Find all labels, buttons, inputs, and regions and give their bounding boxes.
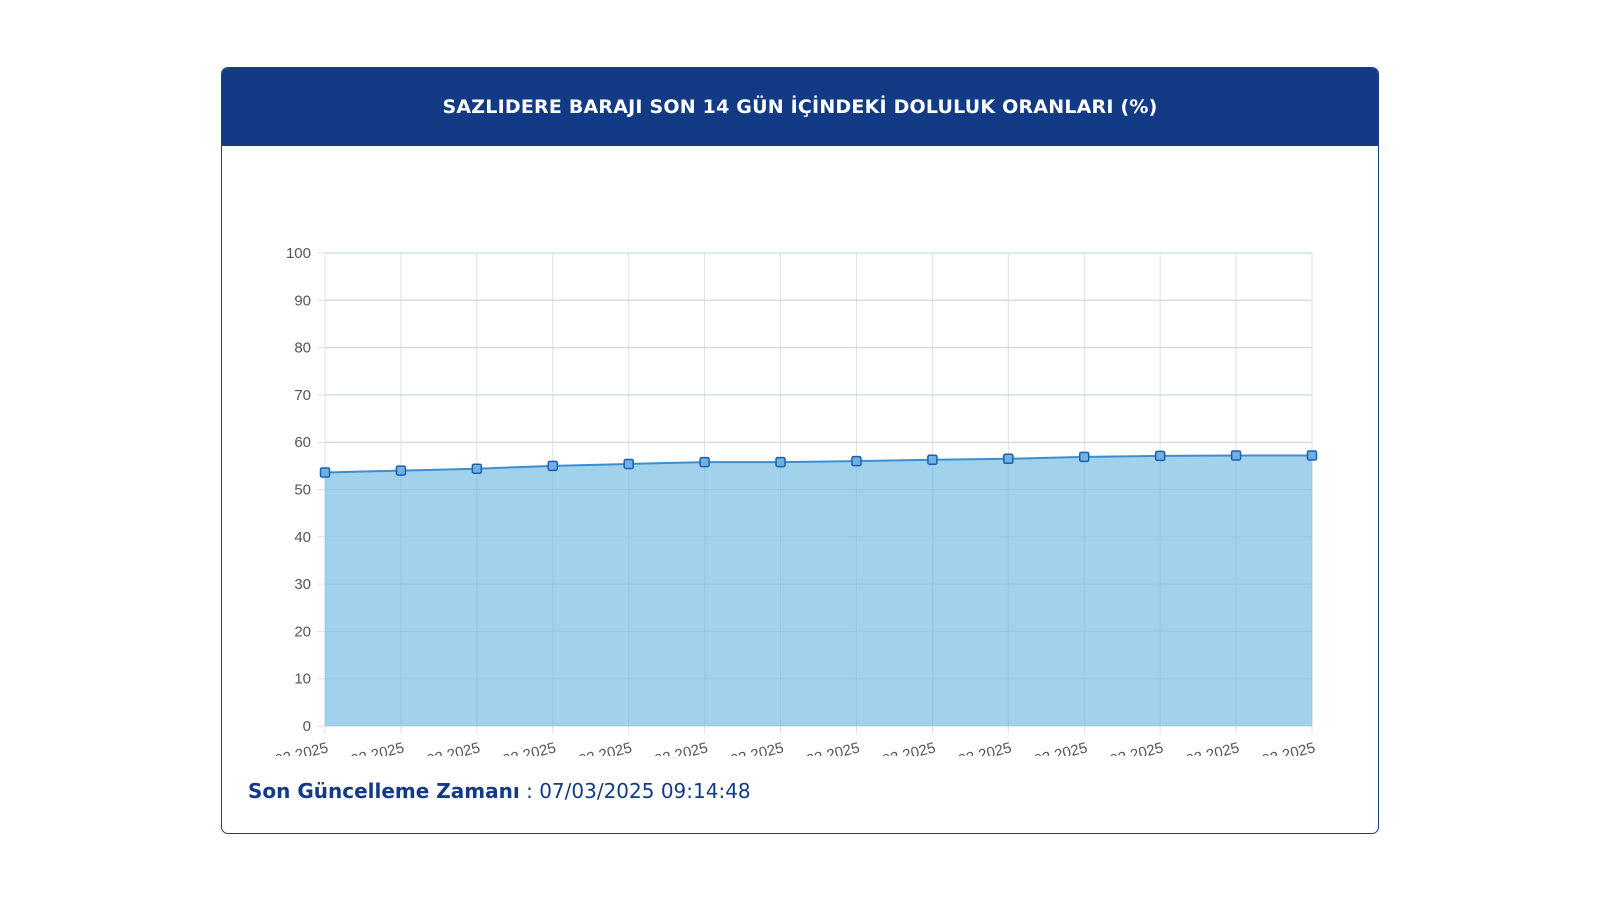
y-tick-label: 50 [294,482,311,499]
data-point [1306,450,1318,461]
series-line [324,454,1312,474]
data-point [319,467,331,478]
card-header: SAZLIDERE BARAJI SON 14 GÜN İÇİNDEKİ DOL… [222,68,1378,146]
y-tick-label: 80 [294,340,311,357]
y-tick-label: 70 [294,387,311,404]
y-tick-label: 0 [303,718,311,735]
y-tick-label: 100 [286,245,311,262]
data-point [547,460,559,472]
data-point [851,455,862,467]
dam-occupancy-chart: 0 10 20 30 40 50 60 70 80 90 100 22.02.202523.02.20… [253,245,1318,756]
x-tick-label: 25.02.2025 [481,739,558,756]
last-update-label: Son Güncelleme Zamanı [248,779,520,803]
x-tick-label: 24.02.2025 [405,739,482,756]
last-update: Son Güncelleme Zamanı : 07/03/2025 09:14… [248,779,751,803]
last-update-value: 07/03/2025 09:14:48 [539,779,751,803]
data-point [1154,450,1166,462]
y-tick-label: 10 [294,671,311,688]
y-tick-label: 20 [294,623,311,640]
x-tick-label: 27.02.2025 [633,739,710,756]
x-tick-label: 02.03.2025 [860,739,937,756]
y-tick-label: 30 [294,576,311,593]
data-point [699,456,710,468]
chart-title: SAZLIDERE BARAJI SON 14 GÜN İÇİNDEKİ DOL… [442,96,1158,118]
chart-card: SAZLIDERE BARAJI SON 14 GÜN İÇİNDEKİ DOL… [221,67,1379,834]
data-point [1003,453,1014,465]
x-tick-label: 06.03.2025 [1164,739,1241,756]
x-tick-label: 01.03.2025 [784,739,861,756]
x-tick-label: 26.02.2025 [557,739,634,756]
data-point [395,465,407,476]
y-tick-label: 40 [294,529,311,546]
x-tick-label: 22.02.2025 [253,739,330,756]
chart-area: 0 10 20 30 40 50 60 70 80 90 100 22.02.202523.02.20… [222,146,1377,756]
series-area [325,455,1312,726]
data-point [775,456,786,468]
y-tick-label: 90 [294,292,311,309]
data-point [1230,450,1242,461]
data-point [927,454,938,465]
x-tick-label: 28.02.2025 [709,739,786,756]
data-point [1078,451,1090,463]
x-tick-label: 23.02.2025 [329,739,406,756]
x-tick-label: 07.03.2025 [1240,739,1317,756]
data-point [471,463,483,474]
data-point [623,458,634,470]
last-update-separator: : [519,779,540,803]
x-tick-label: 05.03.2025 [1088,739,1165,756]
x-tick-label: 04.03.2025 [1012,739,1089,756]
x-tick-label: 03.03.2025 [936,739,1013,756]
y-tick-label: 60 [294,434,311,451]
